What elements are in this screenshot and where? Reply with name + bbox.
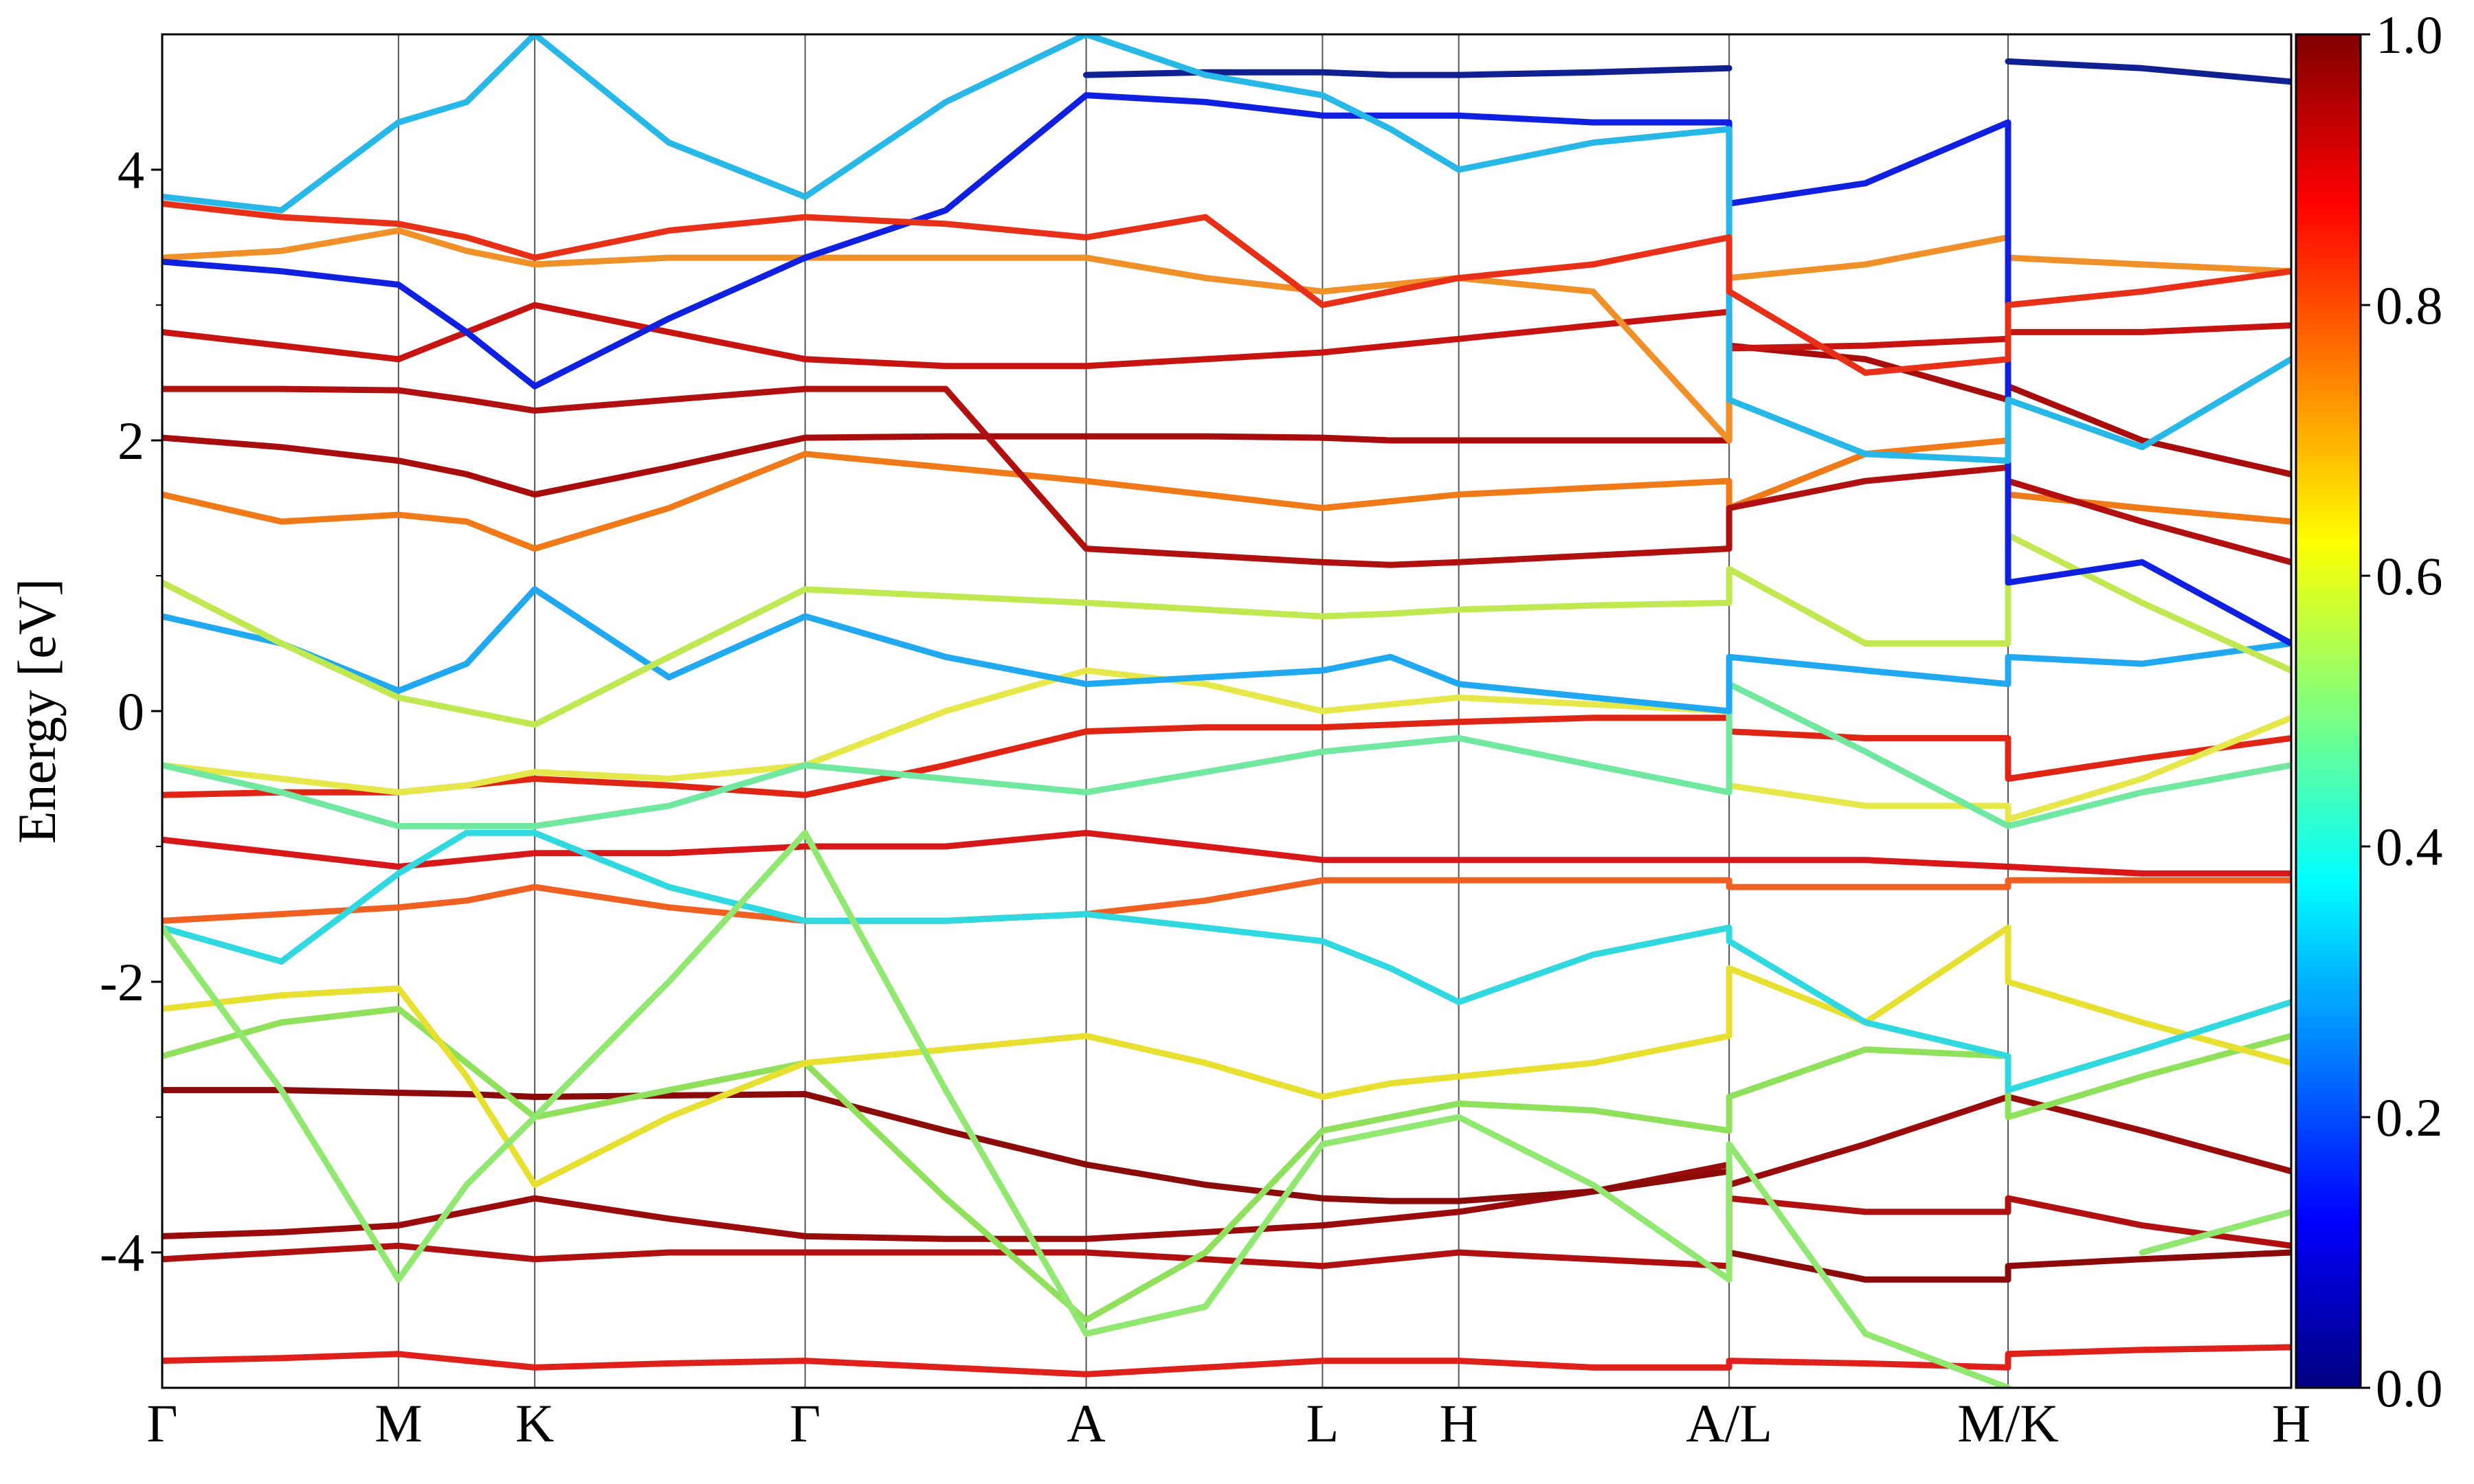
colorbar-tick-label: 1.0 — [2376, 5, 2443, 65]
band — [162, 1005, 2291, 1323]
band — [162, 92, 2291, 647]
band — [162, 385, 2291, 568]
y-tick-label: 0 — [118, 682, 144, 741]
x-tick-label: M/K — [1957, 1393, 2058, 1453]
colorbar-tick-label: 0.4 — [2376, 817, 2443, 877]
y-tick-label: -2 — [100, 952, 144, 1012]
band — [162, 829, 2291, 1094]
band — [162, 532, 2291, 728]
band — [162, 227, 2291, 444]
band — [162, 200, 2291, 376]
x-tick-label: L — [1306, 1393, 1339, 1453]
x-tick-label: K — [515, 1393, 554, 1453]
x-tick-label: H — [2272, 1393, 2310, 1453]
colorbar-tick-label: 0.8 — [2376, 276, 2443, 335]
x-tick-label: H — [1440, 1393, 1478, 1453]
band — [162, 877, 2291, 924]
band — [162, 342, 2291, 498]
band — [162, 586, 2291, 715]
y-tick-label: -4 — [100, 1223, 144, 1283]
band — [162, 34, 2291, 464]
x-tick-label: Γ — [146, 1393, 177, 1453]
colorbar-tick-label: 0.2 — [2376, 1088, 2443, 1147]
colorbar — [2295, 33, 2362, 1389]
band — [162, 1195, 2291, 1270]
colorbar-tick-label: 0.0 — [2376, 1358, 2443, 1418]
band — [162, 667, 2291, 823]
x-tick-label: A/L — [1686, 1393, 1772, 1453]
y-tick-label: 2 — [118, 411, 144, 471]
band — [162, 924, 2291, 1188]
y-axis-label: Energy [eV] — [7, 578, 67, 844]
band — [162, 829, 2291, 877]
x-tick-label: A — [1067, 1393, 1105, 1453]
band — [162, 302, 2291, 370]
colorbar-tick-label: 0.6 — [2376, 546, 2443, 606]
band — [1083, 58, 2291, 85]
band — [162, 1344, 2291, 1378]
bands — [162, 34, 2291, 1388]
plot-frame — [161, 33, 2293, 1389]
band — [162, 681, 2291, 829]
band — [162, 1087, 2291, 1283]
band — [162, 437, 2291, 552]
x-tick-label: Γ — [790, 1393, 821, 1453]
band — [162, 829, 2291, 1388]
y-tick-label: 4 — [118, 140, 144, 200]
x-tick-label: M — [375, 1393, 422, 1453]
